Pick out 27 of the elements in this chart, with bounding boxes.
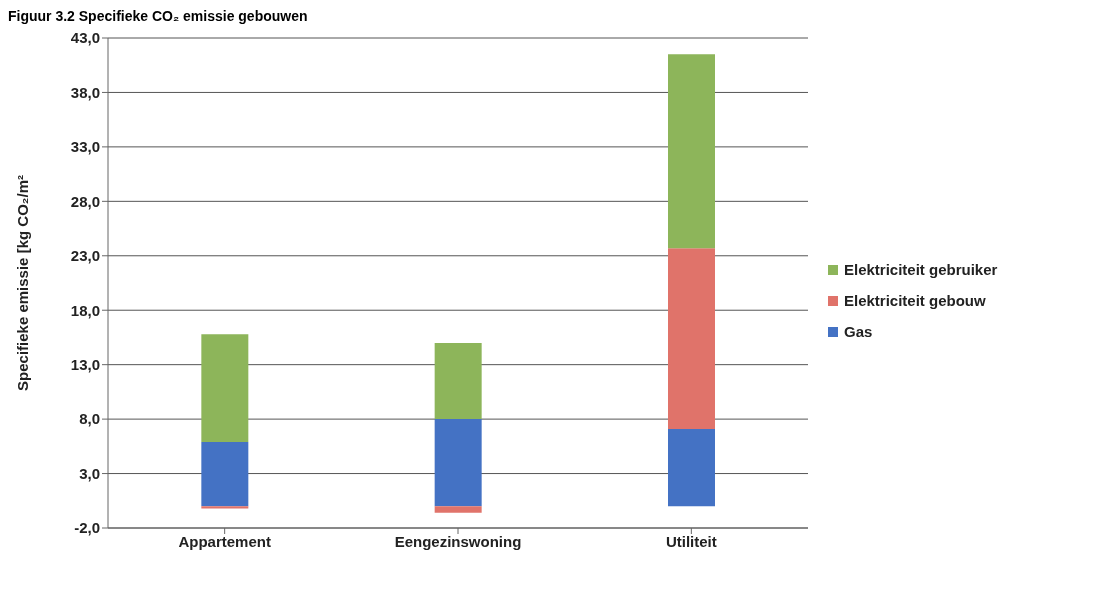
y-tick-label: 23,0 xyxy=(70,247,100,265)
legend-label: Elektriciteit gebruiker xyxy=(844,261,998,278)
y-tick-label: 38,0 xyxy=(70,83,100,101)
y-tick-label: 8,0 xyxy=(79,410,100,428)
bar xyxy=(434,419,482,507)
bar xyxy=(434,342,482,420)
chart-title: Figuur 3.2 Specifieke CO₂ emissie gebouwen xyxy=(8,8,309,24)
y-axis-title: Specifieke emissie [kg CO₂/m² xyxy=(14,175,32,391)
x-tick-label: Eengezinswoning xyxy=(394,532,522,550)
bar xyxy=(434,506,482,513)
x-tick-label: Appartement xyxy=(178,532,271,550)
y-tick-label: 28,0 xyxy=(70,192,100,210)
y-tick-label: 3,0 xyxy=(79,464,100,482)
y-tick-label: 43,0 xyxy=(70,29,100,47)
bar xyxy=(201,334,249,442)
bar xyxy=(201,441,249,507)
y-tick-label: 33,0 xyxy=(70,138,100,156)
x-tick-label: Utiliteit xyxy=(665,532,717,550)
y-tick-label: 13,0 xyxy=(70,355,100,373)
legend-label: Gas xyxy=(844,323,873,340)
y-tick-label: 18,0 xyxy=(70,301,100,319)
bar xyxy=(201,506,249,509)
bar xyxy=(668,428,715,507)
bar xyxy=(668,54,715,249)
legend-label: Elektriciteit gebouw xyxy=(844,292,986,309)
bar xyxy=(668,248,715,429)
y-tick-label: -2,0 xyxy=(74,519,100,537)
